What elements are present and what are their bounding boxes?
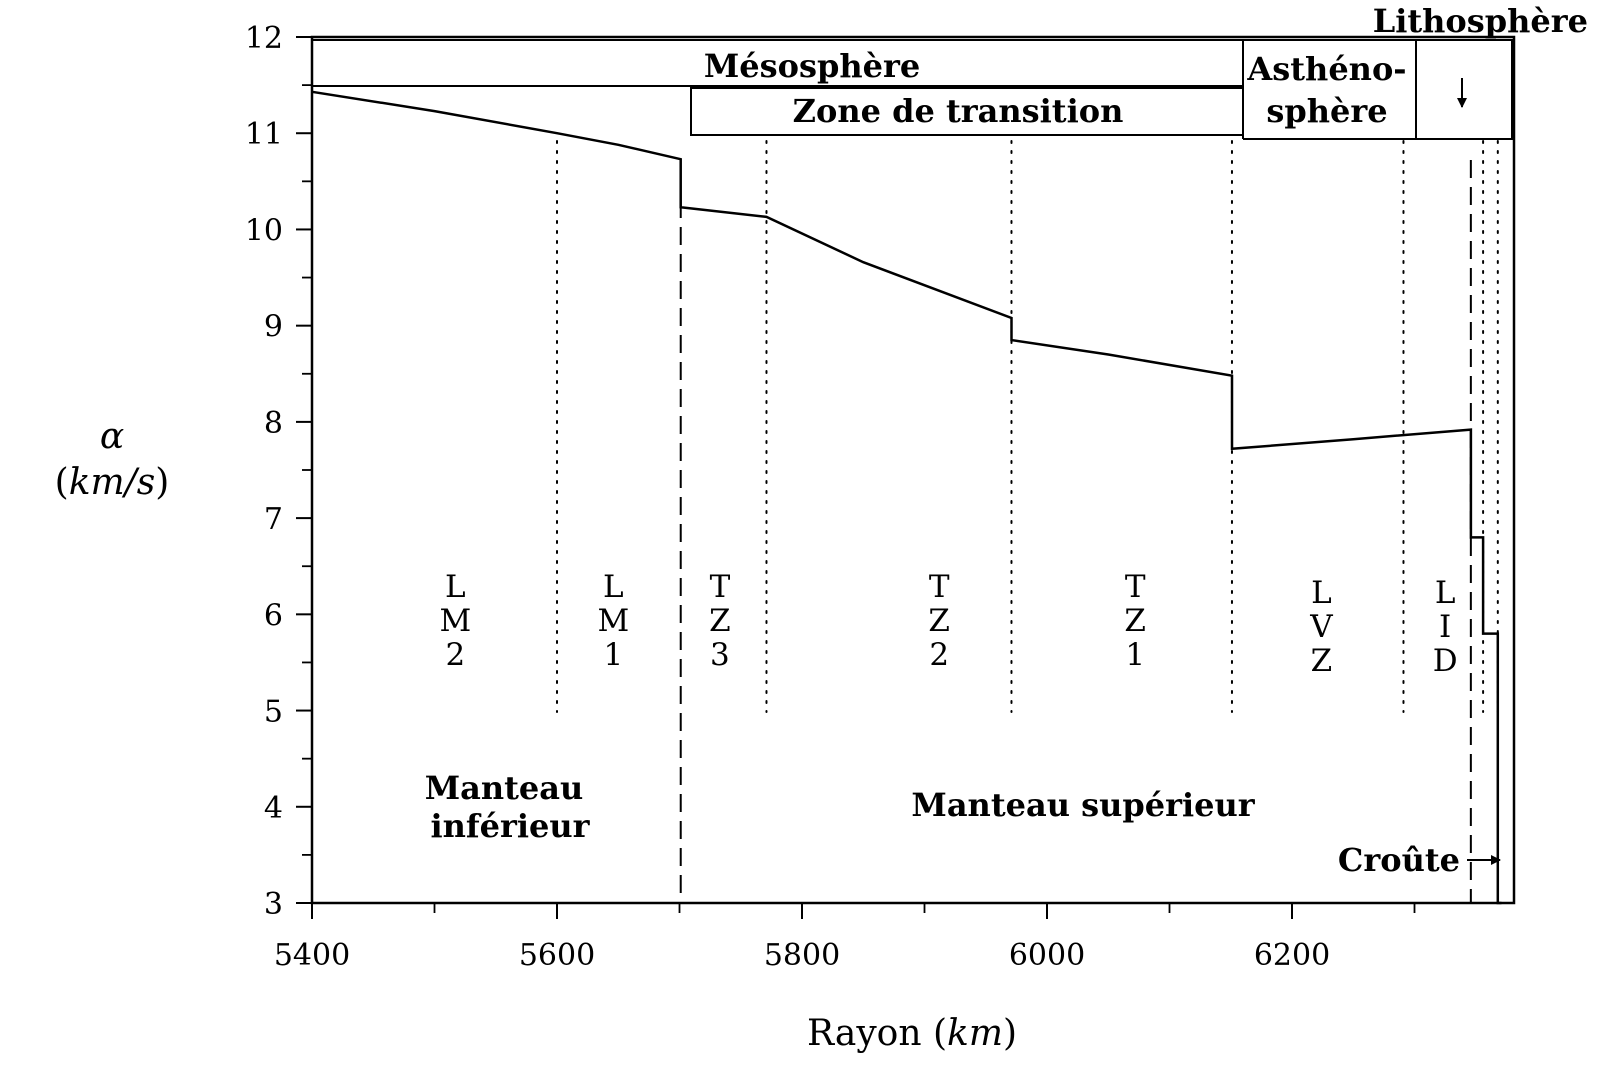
x-tick-label: 5600: [519, 938, 595, 973]
y-tick-label: 6: [264, 598, 283, 633]
layer-label-char: M: [439, 603, 471, 639]
layer-label-char: 1: [1125, 637, 1145, 673]
layer-label-char: L: [1311, 575, 1332, 611]
x-axis-unit: km: [947, 1013, 1003, 1054]
y-tick-label: 7: [264, 502, 283, 537]
y-tick-label: 4: [264, 791, 283, 826]
manteau-superieur-label: Manteau supérieur: [911, 786, 1255, 824]
manteau-inferieur-label-2: inférieur: [430, 807, 590, 845]
layer-label-char: L: [603, 569, 624, 605]
manteau-inferieur-label-1: Manteau: [425, 769, 584, 807]
y-tick-label: 5: [264, 695, 283, 730]
layer-label-char: 2: [445, 637, 465, 673]
layer-label-char: Z: [709, 603, 731, 639]
layer-label-char: D: [1433, 643, 1458, 679]
y-tick-label: 12: [245, 21, 283, 56]
layer-label-char: V: [1309, 609, 1333, 645]
y-tick-label: 10: [245, 213, 283, 248]
x-axis-title-text: Rayon: [807, 1013, 922, 1054]
layer-label-char: L: [1435, 575, 1456, 611]
asthenosphere-label-2: sphère: [1266, 92, 1387, 130]
y-tick-label: 3: [264, 887, 283, 922]
layer-label-char: I: [1439, 609, 1451, 645]
x-tick-label: 5800: [764, 938, 840, 973]
layer-label-char: 3: [710, 637, 730, 673]
layer-label-char: T: [710, 569, 731, 605]
y-axis-unit: (km/s): [55, 462, 170, 503]
croute-label: Croûte: [1338, 841, 1460, 879]
x-axis-title: Rayon (km): [807, 1013, 1017, 1054]
layer-label-char: M: [597, 603, 629, 639]
top-zone-boxes: [312, 39, 1514, 140]
asthenosphere-label-1: Asthéno-: [1246, 50, 1406, 88]
transition-zone-label: Zone de transition: [793, 92, 1124, 130]
layer-label-char: T: [929, 569, 950, 605]
layer-label-char: T: [1125, 569, 1146, 605]
x-tick-label: 6000: [1009, 938, 1085, 973]
x-tick-label: 6200: [1254, 938, 1330, 973]
y-axis-unit-text: km/s: [69, 462, 156, 503]
layer-label-char: 1: [603, 637, 623, 673]
y-tick-label: 8: [264, 406, 283, 441]
layer-label-char: Z: [928, 603, 950, 639]
layer-label-char: Z: [1124, 603, 1146, 639]
velocity-series-line: [311, 90, 1502, 905]
lithosphere-label: Lithosphère: [1373, 2, 1588, 40]
y-axis-symbol: α: [100, 416, 124, 457]
mesosphere-label: Mésosphère: [704, 47, 920, 85]
layer-label-char: 2: [929, 637, 949, 673]
layer-label-char: Z: [1311, 643, 1333, 679]
y-tick-label: 9: [264, 310, 283, 345]
layer-boundaries: [556, 140, 1499, 903]
layer-label-char: L: [445, 569, 466, 605]
y-tick-label: 11: [245, 117, 283, 152]
x-tick-label: 5400: [274, 938, 350, 973]
